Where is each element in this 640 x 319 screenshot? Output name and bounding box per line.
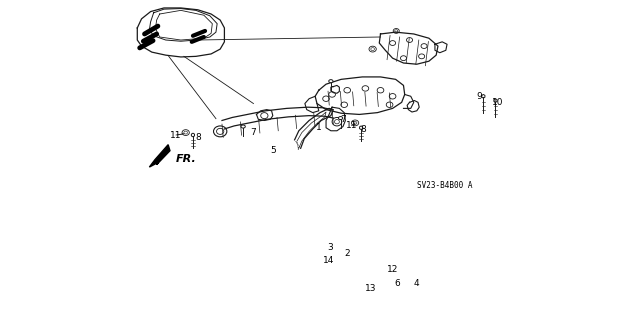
Ellipse shape [241,125,245,128]
Text: 11: 11 [170,130,182,139]
Text: 1: 1 [316,123,322,132]
Text: 3: 3 [328,243,333,252]
Text: 8: 8 [361,125,367,134]
Polygon shape [149,9,217,41]
Text: 2: 2 [344,249,350,258]
Text: 9: 9 [477,92,483,101]
Text: 8: 8 [195,133,201,142]
Text: 13: 13 [365,284,376,293]
Text: 4: 4 [414,279,420,288]
Text: 6: 6 [394,279,400,288]
Polygon shape [380,32,438,64]
Text: 5: 5 [270,146,276,155]
Ellipse shape [329,80,333,83]
Text: 12: 12 [387,265,398,274]
Text: 7: 7 [251,128,257,137]
Polygon shape [138,8,225,57]
Text: 14: 14 [323,256,335,265]
Text: 7: 7 [340,115,346,124]
Polygon shape [315,77,404,115]
Polygon shape [149,145,170,167]
Ellipse shape [339,116,342,120]
Text: SV23-B4B00 A: SV23-B4B00 A [417,181,472,190]
Text: 11: 11 [346,121,357,130]
Polygon shape [407,100,419,112]
Text: 10: 10 [492,99,504,108]
Text: FR.: FR. [176,154,196,164]
Polygon shape [257,110,273,121]
Polygon shape [326,107,346,131]
